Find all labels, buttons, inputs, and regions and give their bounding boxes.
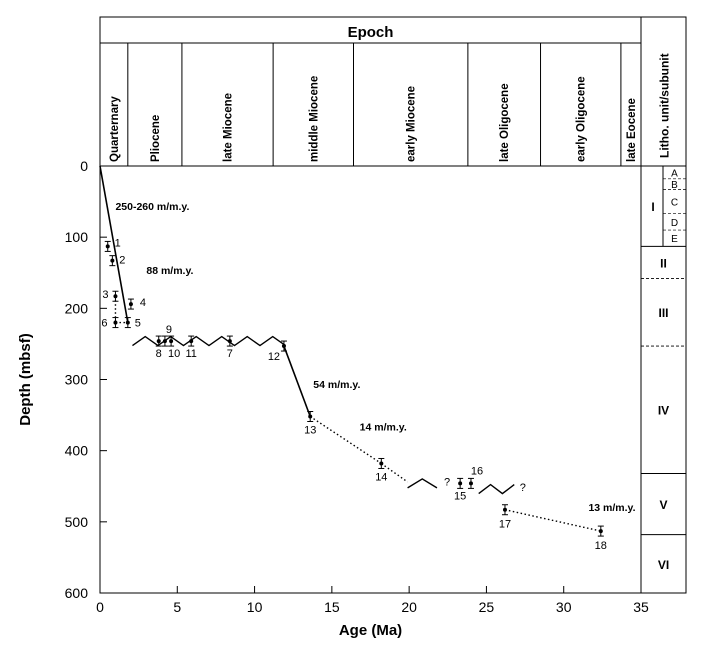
- y-tick-label: 100: [65, 229, 89, 245]
- litho-unit-label: IV: [658, 404, 669, 418]
- datum-label: 10: [168, 348, 180, 360]
- datum-point: [308, 414, 313, 419]
- epoch-header-title: Epoch: [348, 24, 394, 41]
- datum-label: 1: [115, 237, 121, 249]
- epoch-label: early Miocene: [406, 86, 418, 162]
- x-tick-label: 15: [324, 599, 340, 615]
- x-tick-label: 30: [556, 599, 572, 615]
- datum-point: [458, 481, 463, 486]
- datum-label: 12: [268, 351, 280, 363]
- y-tick-label: 0: [80, 158, 88, 174]
- datum-label: 2: [119, 255, 125, 267]
- epoch-label: Pliocene: [150, 115, 162, 162]
- litho-unit-label: I: [651, 200, 654, 214]
- rate-label: 88 m/m.y.: [146, 265, 193, 277]
- datum-point: [281, 344, 286, 349]
- y-axis-title: Depth (mbsf): [17, 333, 34, 426]
- litho-subunit-label: B: [671, 180, 678, 191]
- rate-label: 54 m/m.y.: [313, 379, 360, 391]
- x-tick-label: 5: [173, 599, 181, 615]
- rate-label: 13 m/m.y.: [588, 502, 635, 514]
- datum-point: [162, 339, 167, 344]
- datum-point: [125, 320, 130, 325]
- datum-point: [128, 302, 133, 307]
- datum-label: 13: [304, 425, 316, 437]
- y-tick-label: 600: [65, 585, 89, 601]
- datum-point: [227, 339, 232, 344]
- litho-unit-label: III: [658, 306, 668, 320]
- datum-label: 3: [102, 289, 108, 301]
- datum-point: [113, 294, 118, 299]
- question-mark: ?: [520, 482, 526, 494]
- datum-point: [113, 320, 118, 325]
- datum-points: [104, 240, 604, 537]
- litho-unit-label: V: [659, 498, 667, 512]
- epoch-label: middle Miocene: [308, 76, 320, 162]
- x-tick-label: 20: [401, 599, 417, 615]
- plot-frame: [99, 165, 642, 594]
- datum-label: 6: [101, 318, 107, 330]
- rate-label: 14 m/m.y.: [360, 422, 407, 434]
- question-mark: ?: [444, 476, 450, 488]
- datum-point: [156, 339, 161, 344]
- litho-subunit-label: C: [671, 198, 678, 209]
- epoch-label: early Oligocene: [576, 76, 588, 162]
- x-axis-title: Age (Ma): [339, 622, 402, 639]
- x-tick-label: 10: [247, 599, 263, 615]
- litho-subunit-label: E: [671, 234, 678, 245]
- datum-point: [598, 529, 603, 534]
- datum-label: 18: [595, 540, 607, 552]
- datum-point: [379, 461, 384, 466]
- epoch-label: late Miocene: [223, 93, 235, 162]
- x-tick-label: 0: [96, 599, 104, 615]
- hiatus-line: [478, 483, 515, 495]
- epoch-label: late Eocene: [626, 98, 638, 162]
- datum-label: 4: [140, 297, 146, 309]
- datum-point: [105, 244, 110, 249]
- datum-point: [502, 507, 507, 512]
- y-tick-label: 400: [65, 443, 89, 459]
- accumulation-line-solid: [283, 345, 311, 417]
- litho-subunit-label: A: [671, 168, 678, 179]
- datum-label: 15: [454, 490, 466, 502]
- epoch-label: Quarternary: [109, 96, 121, 162]
- litho-header-title: Litho. unit/subunit: [658, 53, 672, 158]
- datum-point: [110, 258, 115, 263]
- datum-label: 16: [471, 465, 483, 477]
- y-tick-label: 300: [65, 372, 89, 388]
- plot-border: [99, 165, 642, 594]
- accumulation-line-dotted: [380, 462, 409, 483]
- litho-subunit-label: D: [671, 218, 678, 229]
- datum-label: 14: [375, 471, 387, 483]
- datum-point: [169, 339, 174, 344]
- epoch-label: late Oligocene: [499, 83, 511, 162]
- datum-label: 5: [135, 318, 141, 330]
- epoch-header: Epoch Litho. unit/subunit Quarternary Plioc…: [99, 16, 687, 593]
- accumulation-line-dotted: [504, 509, 601, 532]
- x-tick-label: 35: [633, 599, 649, 615]
- rate-label: 250-260 m/m.y.: [115, 201, 189, 213]
- datum-point: [468, 481, 473, 486]
- datum-label: 8: [156, 348, 162, 360]
- datum-label: 9: [166, 324, 172, 336]
- y-tick-label: 200: [65, 300, 89, 316]
- datum-label: 17: [499, 519, 511, 531]
- datum-label: 11: [185, 348, 196, 360]
- y-tick-label: 500: [65, 514, 89, 530]
- datum-point: [189, 339, 194, 344]
- litho-unit-label: VI: [658, 558, 669, 572]
- litho-unit-label: II: [660, 256, 667, 270]
- datum-label: 7: [227, 348, 233, 360]
- hiatus-line: [407, 478, 438, 489]
- hiatus-line: [132, 335, 286, 347]
- accumulation-line-solid: [99, 165, 129, 323]
- x-tick-label: 25: [479, 599, 495, 615]
